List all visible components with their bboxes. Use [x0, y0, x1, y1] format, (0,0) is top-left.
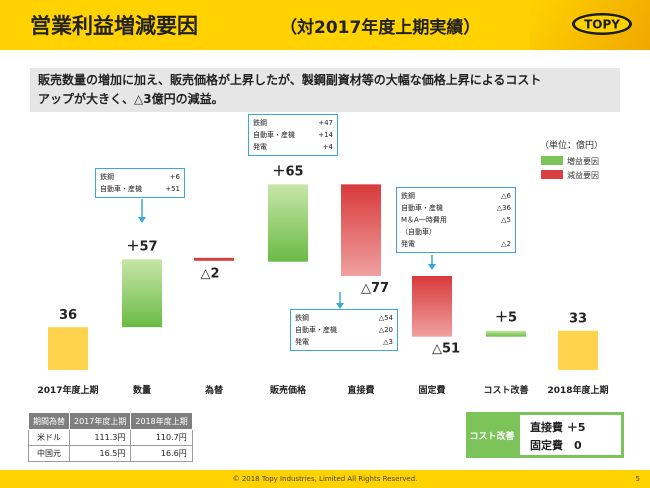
unit-label: （単位：億円）: [540, 139, 603, 151]
category-label-4: 直接費: [347, 384, 374, 396]
value-label-6: ＋5: [495, 311, 517, 326]
category-label-3: 販売価格: [270, 384, 307, 396]
summary-box: 販売数量の増加に加え、販売価格が上昇したが、製鋼副資材等の大幅な価格上昇によるコ…: [30, 68, 620, 112]
category-label-7: 2018年度上期: [547, 384, 608, 396]
cost-improvement-label: コスト改善: [469, 431, 515, 442]
value-label-4: △77: [361, 281, 389, 296]
category-label-6: コスト改善: [483, 384, 528, 396]
callout-fixed-cost: 鉄鋼 △6 自動車・産機 △36 M＆A一時費用 △5 （自動車） 発電 △2: [396, 187, 516, 253]
bar-3: [268, 184, 308, 262]
value-label-3: ＋65: [272, 164, 303, 179]
fx-header-2018: 2018年度上期: [130, 412, 193, 430]
callout-arrowhead-0: [138, 217, 146, 223]
bar-7: [558, 330, 598, 370]
legend-swatch-increase: [541, 156, 563, 165]
bar-6: [486, 330, 526, 337]
value-label-1: ＋57: [126, 239, 157, 254]
waterfall-chart: 36 ＋57 △2 ＋65 △77 △51 ＋5 33 2017年度上期 数量 為替 販売価格 直接費…: [37, 139, 608, 396]
fx-header-2017: 2017年度上期: [68, 412, 132, 430]
page-number: 5: [635, 475, 640, 483]
value-label-7: 33: [569, 312, 587, 327]
table-row: 米ドル 111.3円 110.7円: [28, 429, 193, 446]
table-row: 中国元 16.5円 16.6円: [28, 445, 193, 462]
summary-line-2: アップが大きく、△3億円の減益。: [38, 92, 224, 106]
footer: © 2018 Topy Industries, Limited All Righ…: [0, 470, 650, 488]
cost-improvement-details: 直接費 ＋5 固定費 0: [520, 415, 621, 455]
fx-rate-table: 期間為替 2017年度上期 2018年度上期 米ドル 111.3円 110.7円…: [28, 412, 193, 462]
header-bar: 営業利益増減要因 （対2017年度上期実績） TOPY: [0, 0, 650, 50]
cost-improvement-fixed: 固定費 0: [530, 439, 582, 452]
cost-improvement-box: コスト改善 直接費 ＋5 固定費 0: [466, 412, 624, 458]
bar-4: [341, 184, 381, 276]
bar-5: [412, 275, 452, 337]
page-subtitle: （対2017年度上期実績）: [280, 18, 481, 38]
value-label-0: 36: [59, 308, 77, 323]
legend-label-increase: 増益要因: [567, 156, 599, 166]
category-label-1: 数量: [133, 384, 151, 396]
value-label-2: △2: [200, 267, 219, 282]
value-label-5: △51: [432, 342, 460, 357]
copyright: © 2018 Topy Industries, Limited All Righ…: [232, 475, 418, 483]
cost-improvement-direct: 直接費 ＋5: [530, 421, 586, 434]
summary-line-1: 販売数量の増加に加え、販売価格が上昇したが、製鋼副資材等の大幅な価格上昇によるコ…: [38, 73, 542, 87]
fx-header-period: 期間為替: [28, 412, 70, 430]
bar-2: [194, 257, 234, 261]
callout-price: 鉄鋼 +47 自動車・産機 +14 発電 +4: [248, 114, 338, 156]
topy-logo: TOPY: [572, 13, 632, 35]
callout-volume: 鉄鋼 +6 自動車・産機 +51: [95, 168, 185, 198]
legend-swatch-decrease: [541, 170, 563, 179]
category-label-2: 為替: [204, 384, 224, 396]
callout-direct-cost: 鉄鋼 △54 自動車・産機 △20 発電 △3: [290, 309, 398, 351]
callout-arrowhead-2: [336, 303, 344, 309]
page-title: 営業利益増減要因: [30, 14, 198, 38]
category-label-5: 固定費: [418, 384, 445, 396]
callout-arrowhead-1: [428, 264, 436, 270]
category-label-0: 2017年度上期: [37, 384, 98, 396]
bar-0: [48, 327, 88, 370]
bar-1: [122, 259, 162, 328]
logo-text: TOPY: [584, 18, 620, 32]
legend-label-decrease: 減益要因: [567, 170, 599, 180]
